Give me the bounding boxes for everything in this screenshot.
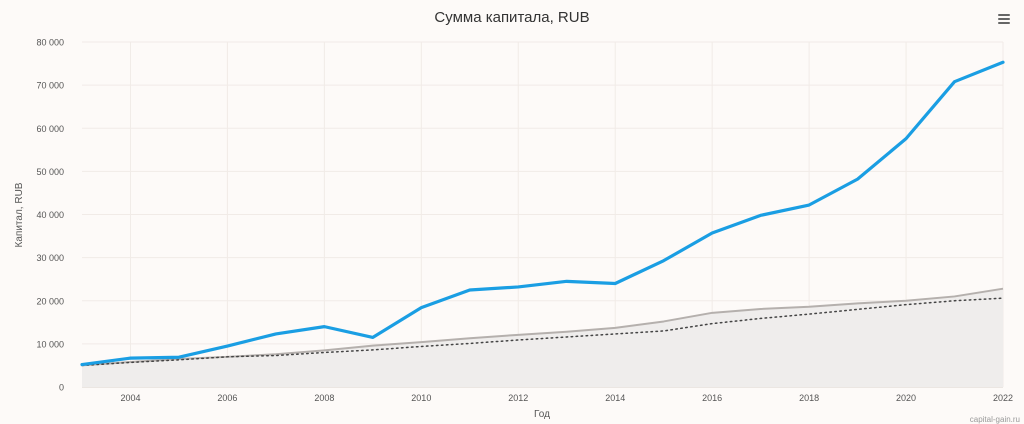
- y-tick-label: 40 000: [36, 210, 64, 220]
- y-axis-title: Капитал, RUB: [14, 182, 25, 247]
- x-tick-label: 2020: [896, 393, 916, 403]
- line-series-layer: [80, 60, 1005, 367]
- y-tick-label: 80 000: [36, 38, 64, 48]
- x-tick-label: 2022: [993, 393, 1013, 403]
- credits-link[interactable]: capital-gain.ru: [969, 415, 1020, 424]
- x-axis-ticks: 2004 2006 2008 2010 2012 2014 2016 2018 2020 2022: [120, 393, 1013, 403]
- dotted-series-line: [81, 297, 1004, 367]
- x-tick-label: 2006: [217, 393, 237, 403]
- y-tick-label: 0: [59, 383, 64, 393]
- y-tick-label: 70 000: [36, 81, 64, 91]
- y-tick-label: 20 000: [36, 296, 64, 306]
- x-tick-label: 2016: [702, 393, 722, 403]
- chart-menu-button[interactable]: [992, 9, 1016, 29]
- x-tick-label: 2018: [799, 393, 819, 403]
- chart-title: Сумма капитала, RUB: [434, 9, 589, 26]
- y-tick-label: 10 000: [36, 339, 64, 349]
- blue-series-line: [80, 60, 1005, 367]
- y-tick-label: 60 000: [36, 124, 64, 134]
- gray-series-line: [81, 287, 1004, 367]
- y-tick-label: 30 000: [36, 253, 64, 263]
- x-tick-label: 2012: [508, 393, 528, 403]
- x-axis-title: Год: [534, 409, 550, 420]
- x-tick-label: 2014: [605, 393, 625, 403]
- hamburger-menu-icon-bar: [998, 22, 1010, 24]
- hamburger-menu-icon-bar: [998, 18, 1010, 20]
- hamburger-menu-icon: [998, 14, 1010, 16]
- x-tick-label: 2008: [314, 393, 334, 403]
- y-axis-ticks: 0 10 000 20 000 30 000 40 000 50 000 60 000 70 …: [36, 38, 64, 393]
- x-tick-label: 2010: [411, 393, 431, 403]
- y-tick-label: 50 000: [36, 167, 64, 177]
- x-tick-label: 2004: [120, 393, 140, 403]
